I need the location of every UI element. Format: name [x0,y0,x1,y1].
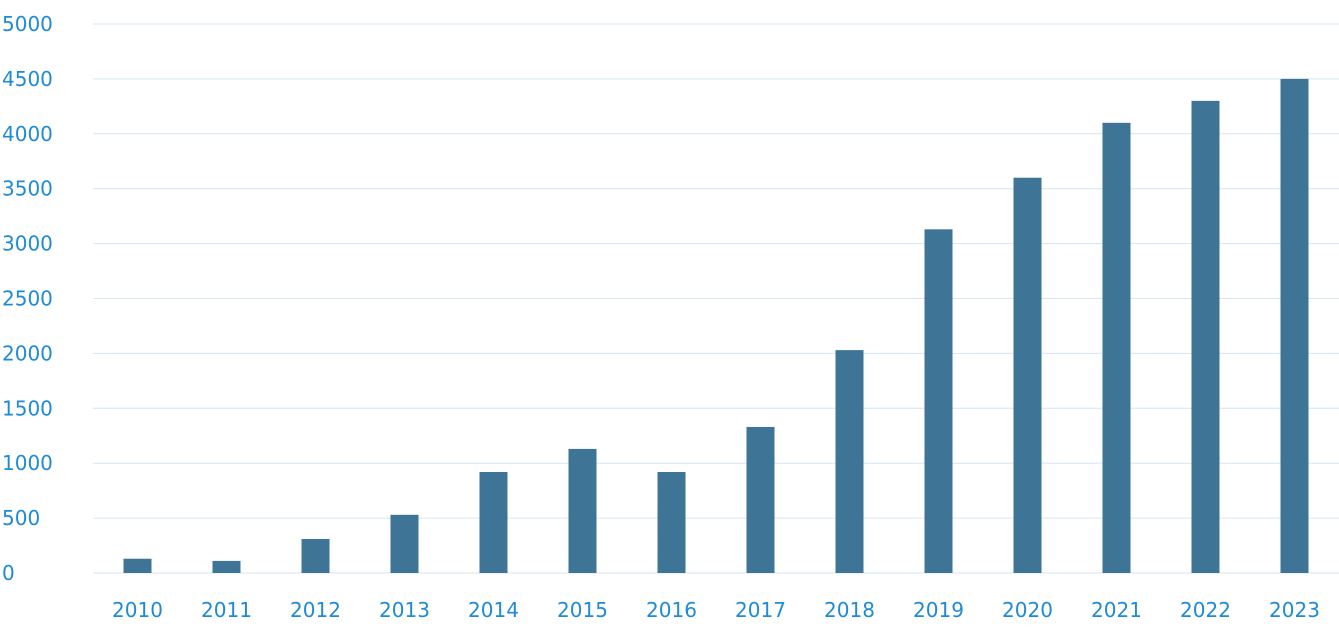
bar-2020 [1013,177,1042,573]
bar-2011 [212,560,241,573]
bar-2022 [1191,100,1220,574]
x-axis-tick-labels: 2010 2011 2012 2013 2014 2015 2016 2017 2018 2019… [112,598,1320,622]
x-tick-label: 2022 [1180,598,1231,622]
x-tick-label: 2010 [112,598,163,622]
y-axis-tick-labels: 0 500 1000 1500 2000 2500 3000 3500 4000 4500 5000 [2,12,53,585]
x-tick-label: 2018 [824,598,875,622]
bar-2018 [835,350,864,573]
bar-2017 [746,426,775,573]
y-tick-label: 4000 [2,122,53,146]
bar-2014 [479,471,508,573]
x-tick-label: 2023 [1269,598,1320,622]
x-tick-label: 2020 [1002,598,1053,622]
x-tick-label: 2016 [646,598,697,622]
y-tick-label: 1000 [2,451,53,475]
y-tick-label: 500 [2,506,40,530]
bar-2015 [568,448,597,573]
x-tick-label: 2012 [290,598,341,622]
y-tick-label: 3000 [2,232,53,256]
y-tick-label: 4500 [2,67,53,91]
bar-2010 [123,558,152,573]
x-tick-label: 2011 [201,598,252,622]
bars [123,78,1309,574]
y-tick-label: 2500 [2,287,53,311]
bar-2023 [1280,78,1309,574]
y-tick-label: 1500 [2,396,53,420]
x-tick-label: 2017 [735,598,786,622]
bar-2021 [1102,122,1131,573]
x-tick-label: 2014 [468,598,519,622]
bar-2019 [924,229,953,574]
gridlines [93,23,1339,574]
bar-2013 [390,514,419,573]
y-tick-label: 2000 [2,341,53,365]
y-tick-label: 3500 [2,177,53,201]
x-tick-label: 2015 [557,598,608,622]
bar-2016 [657,471,686,573]
y-tick-label: 0 [2,561,15,585]
bar-2012 [301,538,330,573]
x-tick-label: 2019 [913,598,964,622]
x-tick-label: 2013 [379,598,430,622]
x-tick-label: 2021 [1091,598,1142,622]
y-tick-label: 5000 [2,12,53,36]
